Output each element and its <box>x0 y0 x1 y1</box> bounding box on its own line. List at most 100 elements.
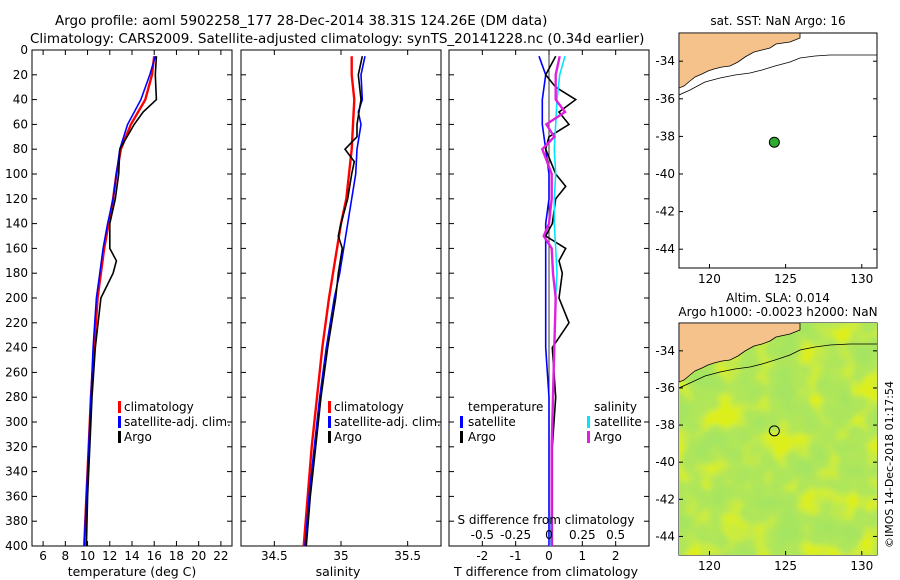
difference-depth-ticks <box>449 49 649 547</box>
salinity-panel: 34.5 35 35.5 salinity climatology satellit… <box>240 49 442 579</box>
argo-float-marker <box>768 136 780 148</box>
salinity-axis-ticks: 34.5 35 35.5 <box>261 50 421 563</box>
y-tick-label: 300 <box>5 415 28 429</box>
y-tick-label: 400 <box>5 539 28 553</box>
map-y-tick-label: -38 <box>655 418 675 432</box>
title-line-2: Climatology: CARS2009. Satellite-adjuste… <box>30 31 644 47</box>
temperature-axis-ticks: 6 8 10 12 14 16 18 20 22 <box>39 50 229 563</box>
series-argo <box>85 56 158 546</box>
map-y-tick-label: -36 <box>655 92 675 106</box>
map-y-tick-label: -42 <box>655 492 675 506</box>
temperature-legend: climatology satellite-adj. clim. Argo <box>118 400 231 444</box>
sla-map-panel: Altim. SLA: 0.014 Argo h1000: -0.0023 h2… <box>655 291 877 573</box>
x-tick-label: 14 <box>124 549 139 563</box>
y-tick-label: 20 <box>13 68 28 82</box>
salinity-legend: climatology satellite-adj. clim. Argo <box>328 400 441 444</box>
difference-axis-ticks: -2 -1 0 1 2 <box>476 50 619 563</box>
legend-swatch-satellite <box>328 416 331 428</box>
x-tick-label: 18 <box>169 549 184 563</box>
argo-float-marker-2 <box>768 425 780 437</box>
legend-label-satellite: satellite-adj. clim. <box>334 415 441 429</box>
temperature-panel: 0 20 40 60 80 100 120 140 160 180 200 220 240 260 280 3… <box>5 43 233 579</box>
sst-map-frame <box>678 32 878 269</box>
map-x-tick-label: 125 <box>774 559 797 573</box>
y-tick-label: 280 <box>5 390 28 404</box>
y-tick-label: 100 <box>5 167 28 181</box>
temperature-plot-frame <box>31 49 233 547</box>
series-satellite-adj-clim- <box>83 55 157 546</box>
land-australia <box>679 33 801 89</box>
legend-label-t-argo: Argo <box>468 430 496 444</box>
x-tick-label: 22 <box>213 549 228 563</box>
legend-swatch-t-satellite <box>460 416 463 428</box>
salinity-plot-frame <box>240 49 442 547</box>
x-tick-label: 10 <box>80 549 95 563</box>
map-y-tick-label: -44 <box>655 529 675 543</box>
x-tick-label: 16 <box>147 549 162 563</box>
legend-heading-salinity: salinity <box>594 400 637 414</box>
y-tick-label: 360 <box>5 489 28 503</box>
x-tick-label: 34.5 <box>261 549 288 563</box>
sla-map-title-1: Altim. SLA: 0.014 <box>726 291 830 305</box>
shelf-contour-line <box>679 54 877 96</box>
legend-label-s-argo: Argo <box>594 430 622 444</box>
x-tick-label: 12 <box>102 549 117 563</box>
x-tick-label: -2 <box>476 549 488 563</box>
s-diff-tick-label: 0.25 <box>569 528 596 542</box>
map-y-tick-label: -44 <box>655 242 675 256</box>
y-tick-label: 320 <box>5 440 28 454</box>
y-tick-label: 120 <box>5 192 28 206</box>
legend-label-argo: Argo <box>334 430 362 444</box>
legend-swatch-s-satellite <box>587 416 590 428</box>
salinity-axis-label: salinity <box>316 564 361 579</box>
y-tick-label: 380 <box>5 514 28 528</box>
land-australia-2 <box>679 323 801 383</box>
y-tick-label: 220 <box>5 316 28 330</box>
x-tick-label: 2 <box>612 549 620 563</box>
legend-swatch-argo <box>118 431 121 443</box>
map-x-tick-label: 130 <box>850 272 873 286</box>
y-tick-label: 240 <box>5 341 28 355</box>
legend-label-satellite: satellite-adj. clim. <box>124 415 231 429</box>
x-tick-label: 35.5 <box>394 549 421 563</box>
series-argo <box>305 56 364 546</box>
x-tick-label: -1 <box>510 549 522 563</box>
legend-swatch-satellite <box>118 416 121 428</box>
difference-legend-salinity: salinity satellite Argo <box>587 400 642 444</box>
s-diff-tick-label: 0.5 <box>606 528 625 542</box>
sla-map-axis-ticks: 120 125 130 -34 -36 -38 -40 -42 -44 <box>655 344 877 573</box>
legend-swatch-climatology <box>118 401 121 413</box>
y-tick-label: 160 <box>5 241 28 255</box>
y-tick-label: 0 <box>20 43 28 57</box>
series-salinity-argo <box>540 55 567 546</box>
s-diff-tick-label: -0.5 <box>471 528 494 542</box>
legend-label-argo: Argo <box>124 430 152 444</box>
title-line-1: Argo profile: aoml 5902258_177 28-Dec-20… <box>55 13 547 29</box>
y-tick-label: 260 <box>5 365 28 379</box>
sla-map-title-2: Argo h1000: -0.0023 h2000: NaN <box>678 305 877 319</box>
legend-swatch-s-argo <box>587 431 590 443</box>
shelf-contour-line-2 <box>679 343 877 389</box>
map-y-tick-label: -38 <box>655 129 675 143</box>
legend-label-climatology: climatology <box>334 400 404 414</box>
y-tick-label: 40 <box>13 93 28 107</box>
map-x-tick-label: 120 <box>698 559 721 573</box>
x-tick-label: 8 <box>62 549 70 563</box>
salinity-lines <box>302 56 366 546</box>
salinity-difference-tick-labels: -0.5 -0.25 0 0.25 0.5 <box>471 528 626 542</box>
imos-credit: ©IMOS 14-Dec-2018 01:17:54 <box>883 381 896 548</box>
map-y-tick-label: -42 <box>655 205 675 219</box>
x-tick-label: 1 <box>579 549 587 563</box>
map-y-tick-label: -40 <box>655 167 675 181</box>
difference-lines <box>538 50 578 546</box>
x-tick-label: 0 <box>545 549 553 563</box>
sst-map-panel: sat. SST: NaN Argo: 16 120 125 130 -34 -36 -3… <box>655 14 878 286</box>
s-difference-label: S difference from climatology <box>458 513 635 527</box>
temperature-lines <box>83 55 158 546</box>
sst-map-title: sat. SST: NaN Argo: 16 <box>710 14 845 28</box>
legend-swatch-t-argo <box>460 431 463 443</box>
map-x-tick-label: 130 <box>850 559 873 573</box>
s-diff-tick-label: 0 <box>545 528 553 542</box>
x-tick-label: 35 <box>333 549 348 563</box>
